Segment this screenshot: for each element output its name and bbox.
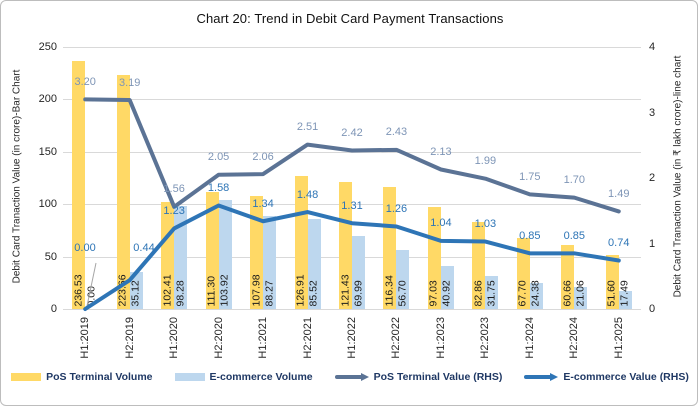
line-value-label: 0.44 — [133, 241, 155, 254]
bar-pos-terminal — [250, 195, 264, 309]
line-value-label: 2.51 — [296, 121, 319, 134]
line-value-label: 2.13 — [430, 145, 452, 158]
line-value-label: 0.85 — [519, 229, 541, 242]
line-value-label: 0.00 — [74, 241, 96, 254]
legend-item-pos-terminal-value: PoS Terminal Value (RHS) — [334, 371, 503, 383]
bar-pos-terminal — [339, 181, 352, 309]
bar-pos-terminal — [605, 254, 619, 309]
y-tick-label-left: 200 — [38, 93, 57, 106]
line-value-label: 0.74 — [608, 237, 630, 250]
y-tick-label-left: 50 — [44, 250, 57, 263]
line-value-label: 1.48 — [296, 188, 319, 201]
legend-label-pos-terminal-value: PoS Terminal Value (RHS) — [373, 371, 503, 383]
chart-title: Chart 20: Trend in Debit Card Payment Tr… — [196, 11, 504, 26]
y-tick-label-right: 0 — [649, 303, 656, 315]
line-value-label: 1.99 — [474, 155, 497, 168]
bar-ecommerce — [352, 235, 365, 309]
bar-ecommerce — [307, 219, 321, 309]
legend-item-pos-terminal-volume: PoS Terminal Volume — [11, 371, 153, 383]
pos-terminal-value-line — [83, 97, 621, 214]
bar-ecommerce — [174, 206, 188, 309]
line-value-label: 2.05 — [207, 151, 230, 164]
zero-label-leader-line — [86, 262, 97, 307]
y-tick-label-left: 0 — [50, 303, 57, 315]
line-value-label: 1.58 — [207, 182, 230, 194]
bar-ecommerce — [618, 290, 632, 309]
bar-pos-terminal — [116, 74, 130, 309]
y-tick-label-right: 3 — [649, 106, 656, 119]
y-tick-label-right: 1 — [649, 237, 656, 250]
bar-ecommerce — [485, 275, 499, 309]
y-tick-label-left: 150 — [38, 145, 57, 158]
bar-ecommerce — [574, 286, 588, 309]
bar-ecommerce — [218, 200, 232, 309]
bar-ecommerce — [129, 272, 143, 309]
line-value-label: 1.03 — [474, 218, 497, 231]
bar-pos-terminal — [205, 192, 219, 309]
gridline — [63, 99, 641, 101]
line-value-label: 3.20 — [74, 75, 96, 88]
line-value-label: 1.49 — [608, 187, 630, 200]
line-value-label: 3.19 — [118, 76, 141, 89]
bar-ecommerce — [529, 283, 543, 309]
line-value-label: 1.23 — [163, 204, 185, 217]
y-tick-label-right: 4 — [649, 41, 656, 53]
line-value-label: 1.26 — [385, 202, 408, 215]
line-value-label: 1.75 — [519, 170, 541, 183]
line-value-label: 0.85 — [563, 229, 585, 242]
legend-item-ecommerce-volume: E-commerce Volume — [174, 371, 313, 383]
y-tick-label-right: 2 — [649, 172, 656, 184]
legend-item-ecommerce-value: E-commerce Value (RHS) — [524, 371, 689, 383]
bar-pos-terminal — [516, 238, 530, 309]
bar-pos-terminal — [383, 187, 397, 309]
legend-line-arrowhead — [550, 373, 559, 381]
bar-pos-terminal — [72, 61, 86, 309]
bar-pos-terminal — [294, 175, 308, 309]
legend-label-pos-terminal-volume: PoS Terminal Volume — [46, 371, 153, 383]
bar-pos-terminal — [427, 207, 441, 309]
bar-pos-terminal — [161, 201, 175, 309]
ecommerce-value-line — [83, 203, 621, 311]
line-value-label: 2.43 — [385, 126, 408, 139]
gridline — [63, 47, 641, 48]
y-tick-label-left: 250 — [38, 41, 57, 53]
legend-swatch-pos-terminal-volume — [11, 373, 42, 381]
bar-pos-terminal — [472, 222, 486, 309]
line-value-label: 1.70 — [563, 174, 585, 187]
gridline — [63, 309, 641, 310]
line-value-label: 2.42 — [341, 126, 363, 139]
legend-label-ecommerce-value: E-commerce Value (RHS) — [563, 371, 689, 383]
bar-pos-terminal — [561, 245, 575, 309]
legend-line-sample — [524, 375, 553, 379]
line-value-label: 1.31 — [341, 199, 363, 212]
bar-ecommerce — [440, 266, 454, 309]
bar-ecommerce — [396, 249, 410, 309]
legend-swatch-pos-terminal-value — [334, 373, 369, 381]
legend-line-arrowhead — [360, 373, 369, 381]
line-value-label: 1.04 — [430, 217, 452, 230]
gridline — [63, 204, 641, 206]
legend-line-sample — [334, 375, 363, 379]
bar-ecommerce — [263, 216, 277, 309]
legend: PoS Terminal Volume E-commerce Volume PoS … — [1, 371, 697, 383]
legend-swatch-ecommerce-volume — [174, 373, 205, 381]
line-value-label: 2.06 — [252, 150, 274, 163]
line-value-label: 1.34 — [252, 197, 274, 210]
y-tick-label-left: 100 — [38, 198, 57, 211]
legend-label-ecommerce-volume: E-commerce Volume — [209, 371, 313, 383]
legend-swatch-ecommerce-value — [524, 373, 559, 381]
line-value-label: 1.56 — [163, 183, 185, 196]
